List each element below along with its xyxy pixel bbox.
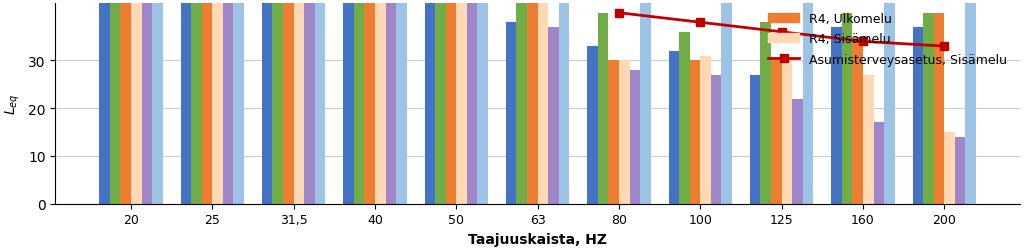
Bar	[618, 61, 630, 204]
Bar	[690, 61, 700, 204]
Bar	[212, 0, 223, 204]
Bar	[954, 137, 966, 204]
Bar	[153, 0, 163, 204]
Bar	[538, 0, 548, 204]
Bar	[831, 28, 842, 204]
Asumisterveysasetus, Sisämelu	[857, 41, 869, 44]
Bar	[781, 61, 793, 204]
Bar	[385, 0, 396, 204]
Bar	[863, 76, 873, 204]
Bar	[679, 33, 690, 204]
Bar	[272, 0, 283, 204]
Asumisterveysasetus, Sisämelu	[612, 12, 625, 15]
Legend: R4, Ulkomelu, R4, Sisämelu, Asumisterveysasetus, Sisämelu: R4, Ulkomelu, R4, Sisämelu, Asumistervey…	[762, 6, 1014, 72]
Bar	[793, 99, 803, 204]
Bar	[761, 23, 771, 204]
Bar	[343, 0, 353, 204]
Bar	[223, 0, 233, 204]
Asumisterveysasetus, Sisämelu	[694, 22, 707, 25]
Bar	[771, 61, 781, 204]
Bar	[131, 0, 141, 204]
Bar	[191, 0, 202, 204]
Line: Asumisterveysasetus, Sisämelu: Asumisterveysasetus, Sisämelu	[614, 10, 948, 51]
Y-axis label: $L_{eq}$: $L_{eq}$	[4, 93, 23, 115]
Bar	[314, 0, 326, 204]
Bar	[425, 0, 435, 204]
Bar	[202, 0, 212, 204]
Bar	[669, 52, 679, 204]
Bar	[873, 123, 884, 204]
Bar	[283, 0, 294, 204]
Asumisterveysasetus, Sisämelu	[938, 46, 950, 48]
Bar	[912, 28, 923, 204]
Bar	[262, 0, 272, 204]
Bar	[711, 76, 722, 204]
Bar	[750, 76, 761, 204]
Bar	[944, 132, 954, 204]
Bar	[630, 71, 640, 204]
Bar	[396, 0, 407, 204]
Bar	[966, 0, 976, 204]
Bar	[141, 0, 153, 204]
Bar	[598, 14, 608, 204]
Bar	[527, 0, 538, 204]
Bar	[506, 23, 516, 204]
Bar	[608, 61, 618, 204]
Bar	[884, 0, 895, 204]
Bar	[934, 14, 944, 204]
Bar	[467, 0, 477, 204]
Bar	[477, 0, 488, 204]
Bar	[640, 0, 650, 204]
Bar	[110, 0, 121, 204]
Bar	[516, 0, 527, 204]
Bar	[99, 0, 110, 204]
Bar	[121, 0, 131, 204]
Bar	[180, 0, 191, 204]
X-axis label: Taajuuskaista, HZ: Taajuuskaista, HZ	[468, 232, 607, 246]
Bar	[852, 38, 863, 204]
Bar	[587, 47, 598, 204]
Bar	[445, 0, 457, 204]
Bar	[365, 0, 375, 204]
Asumisterveysasetus, Sisämelu	[775, 31, 787, 34]
Bar	[722, 0, 732, 204]
Bar	[233, 0, 244, 204]
Bar	[842, 14, 852, 204]
Bar	[923, 14, 934, 204]
Bar	[457, 0, 467, 204]
Bar	[548, 28, 559, 204]
Bar	[700, 56, 711, 204]
Bar	[435, 0, 445, 204]
Bar	[803, 0, 813, 204]
Bar	[294, 0, 304, 204]
Bar	[304, 0, 314, 204]
Bar	[375, 0, 385, 204]
Bar	[353, 0, 365, 204]
Bar	[559, 0, 569, 204]
